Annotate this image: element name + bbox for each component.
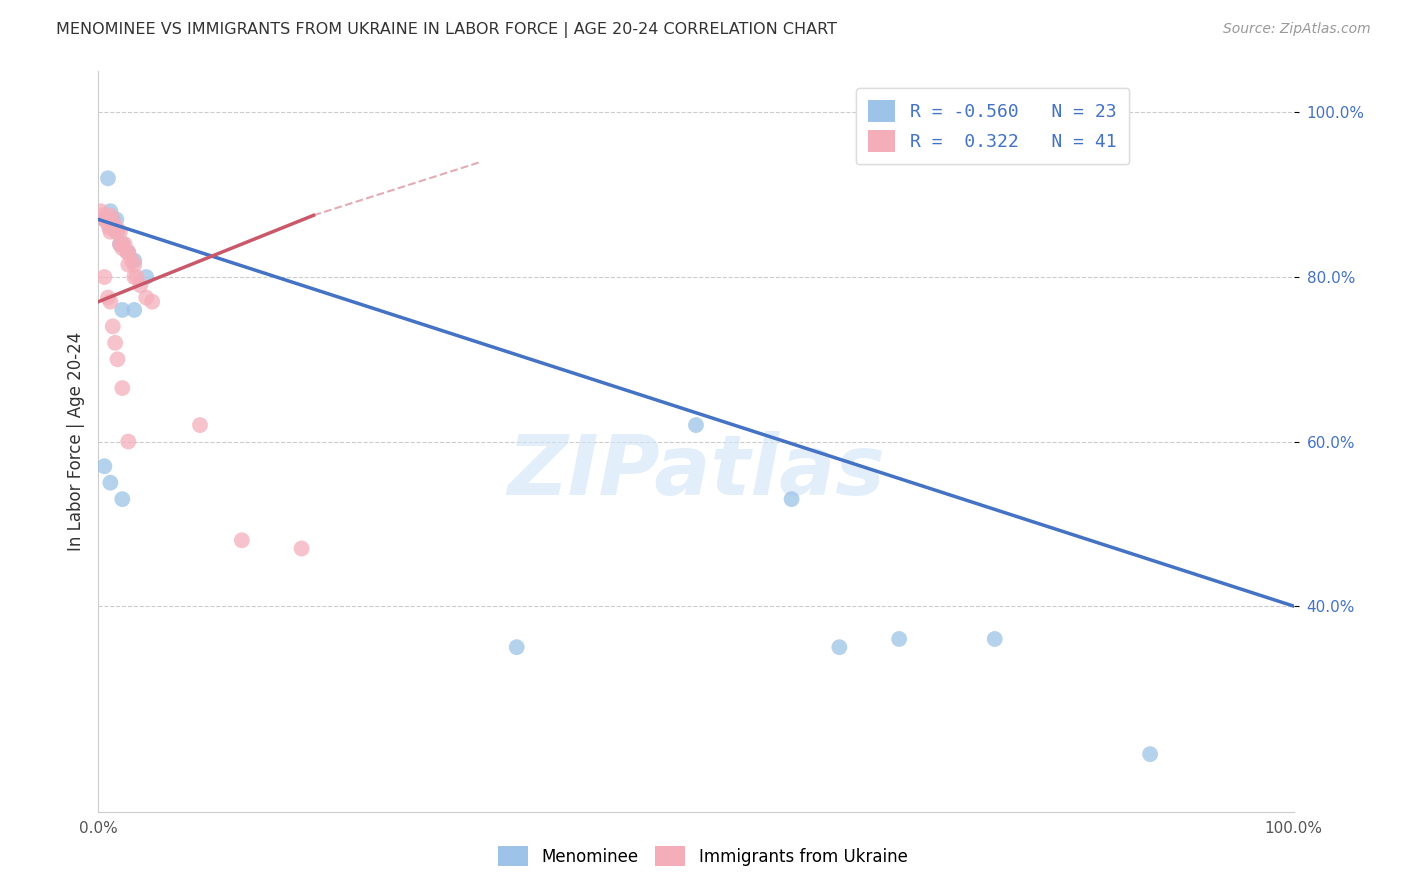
Point (98, 220, 121, 235)
Point (117, 434, 139, 449)
Point (93, 212, 115, 227)
Point (101, 319, 124, 334)
Point (97, 171, 120, 186)
Point (121, 253, 143, 268)
Point (828, 640, 851, 655)
Point (98, 204, 122, 219)
Point (188, 418, 211, 433)
Point (105, 225, 128, 239)
Point (104, 335, 127, 350)
Point (107, 225, 129, 239)
Point (111, 237, 134, 252)
Point (108, 237, 131, 252)
Point (506, 640, 529, 655)
Point (124, 258, 146, 272)
Point (115, 245, 138, 260)
Point (111, 237, 134, 252)
Point (98, 294, 122, 309)
Point (108, 225, 131, 239)
Legend: R = -0.560   N = 23, R =  0.322   N = 41: R = -0.560 N = 23, R = 0.322 N = 41 (856, 87, 1129, 164)
Legend: Menominee, Immigrants from Ukraine: Menominee, Immigrants from Ukraine (491, 838, 915, 875)
Point (125, 270, 148, 285)
Point (685, 418, 707, 433)
Point (1139, 747, 1161, 761)
Point (141, 294, 163, 309)
Point (111, 381, 134, 395)
Point (124, 253, 146, 268)
Point (101, 212, 124, 227)
Point (98, 475, 122, 490)
Point (101, 212, 124, 227)
Text: MENOMINEE VS IMMIGRANTS FROM UKRAINE IN LABOR FORCE | AGE 20-24 CORRELATION CHAR: MENOMINEE VS IMMIGRANTS FROM UKRAINE IN … (56, 22, 837, 38)
Point (90, 204, 112, 219)
Point (135, 270, 157, 285)
Point (105, 212, 128, 227)
Point (107, 352, 129, 367)
Text: ZIPatlas: ZIPatlas (508, 431, 884, 512)
Point (105, 225, 128, 239)
Point (111, 492, 134, 507)
Point (105, 220, 128, 235)
Point (117, 245, 139, 260)
Point (984, 632, 1007, 646)
Point (291, 541, 314, 556)
Point (98, 225, 122, 239)
Point (108, 237, 131, 252)
Point (97, 217, 120, 231)
Point (780, 492, 803, 507)
Point (98, 208, 122, 222)
Point (101, 220, 124, 235)
Point (111, 241, 134, 255)
Point (124, 302, 146, 317)
Point (231, 533, 253, 548)
Point (96, 212, 118, 227)
Point (94, 211, 117, 225)
Point (93, 459, 115, 474)
Point (93, 270, 115, 285)
Point (114, 237, 136, 252)
Point (889, 632, 911, 646)
Point (93, 212, 115, 227)
Point (97, 291, 120, 305)
Point (129, 278, 152, 293)
Y-axis label: In Labor Force | Age 20-24: In Labor Force | Age 20-24 (66, 332, 84, 551)
Point (124, 270, 146, 285)
Point (91, 208, 114, 222)
Point (104, 220, 127, 235)
Point (117, 245, 139, 260)
Point (135, 291, 157, 305)
Point (117, 258, 139, 272)
Point (111, 302, 134, 317)
Text: Source: ZipAtlas.com: Source: ZipAtlas.com (1223, 22, 1371, 37)
